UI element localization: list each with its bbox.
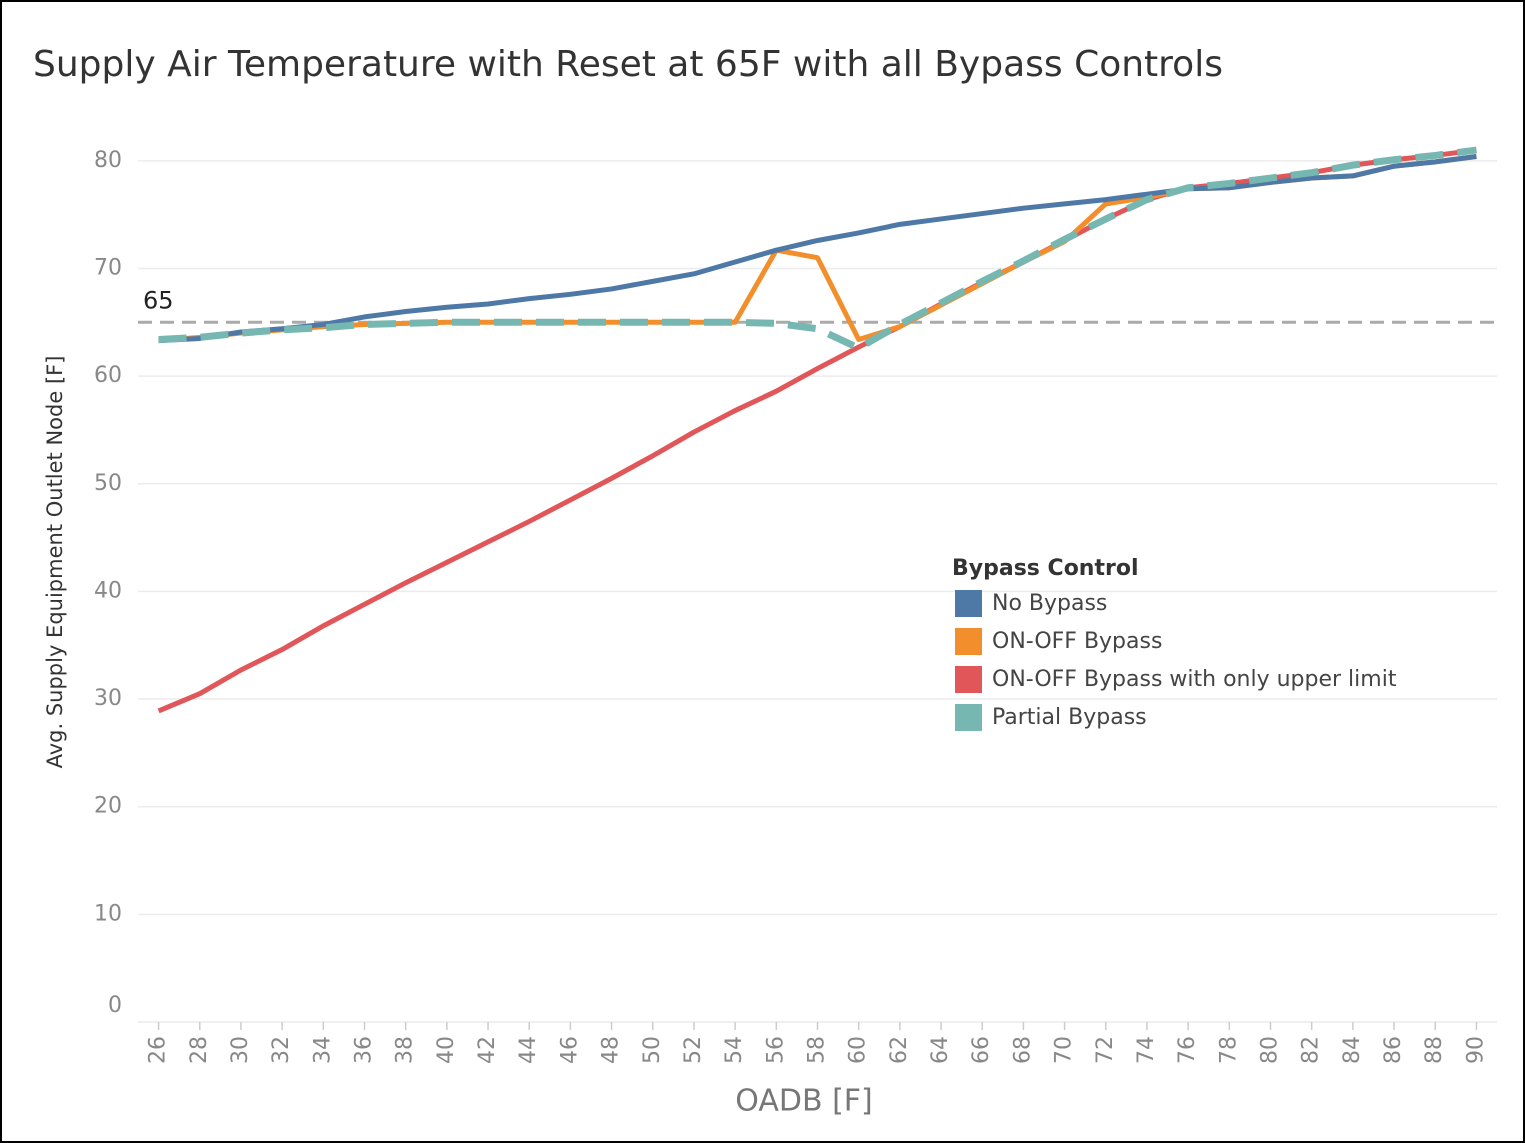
series-line <box>158 146 1477 352</box>
x-tick-label: 40 <box>434 1036 459 1064</box>
x-tick-label: 34 <box>310 1036 335 1064</box>
x-tick-label: 26 <box>146 1036 171 1064</box>
y-tick-label: 20 <box>94 794 122 819</box>
x-tick-label: 72 <box>1093 1036 1118 1064</box>
x-tick-label: 82 <box>1299 1036 1324 1064</box>
y-tick-label: 60 <box>94 363 122 388</box>
x-tick-label: 60 <box>846 1036 871 1064</box>
y-tick-label: 40 <box>94 578 122 603</box>
x-tick-label: 76 <box>1175 1036 1200 1064</box>
y-tick-label: 0 <box>108 993 122 1018</box>
legend-swatch <box>955 628 982 655</box>
legend-label: No Bypass <box>992 591 1107 616</box>
x-tick-label: 86 <box>1381 1036 1406 1064</box>
x-tick-label: 36 <box>352 1036 377 1064</box>
legend-label: ON-OFF Bypass <box>992 629 1162 654</box>
y-tick-label: 30 <box>94 686 122 711</box>
x-tick-label: 78 <box>1216 1036 1241 1064</box>
x-tick-label: 28 <box>187 1036 212 1064</box>
reference-label: 65 <box>143 286 174 314</box>
x-tick-label: 90 <box>1463 1036 1488 1064</box>
chart-title: Supply Air Temperature with Reset at 65F… <box>33 44 1223 85</box>
x-tick-label: 66 <box>969 1036 994 1064</box>
x-tick-label: 68 <box>1010 1036 1035 1064</box>
x-tick-label: 88 <box>1422 1036 1447 1064</box>
x-tick-label: 80 <box>1258 1036 1283 1064</box>
x-axis-label: OADB [F] <box>735 1084 873 1119</box>
x-tick-label: 84 <box>1340 1036 1365 1064</box>
x-tick-label: 44 <box>516 1036 541 1064</box>
series-line <box>158 154 1477 344</box>
x-tick-label: 56 <box>763 1036 788 1064</box>
x-tick-label: 54 <box>722 1036 747 1064</box>
y-tick-label: 50 <box>94 471 122 496</box>
x-tick-label: 70 <box>1052 1036 1077 1064</box>
legend-label: ON-OFF Bypass with only upper limit <box>992 667 1397 692</box>
x-tick-label: 38 <box>393 1036 418 1064</box>
x-tick-label: 30 <box>228 1036 253 1064</box>
x-tick-label: 50 <box>640 1036 665 1064</box>
legend-label: Partial Bypass <box>992 705 1147 730</box>
x-tick-label: 74 <box>1134 1036 1159 1064</box>
x-tick-label: 62 <box>887 1036 912 1064</box>
x-tick-label: 32 <box>269 1036 294 1064</box>
legend-swatch <box>955 590 982 617</box>
y-axis-label: Avg. Supply Equipment Outlet Node [F] <box>43 356 67 769</box>
x-tick-label: 64 <box>928 1036 953 1064</box>
y-tick-label: 80 <box>94 148 122 173</box>
x-tick-label: 48 <box>599 1036 624 1064</box>
x-tick-label: 52 <box>681 1036 706 1064</box>
y-tick-label: 70 <box>94 255 122 280</box>
legend-title: Bypass Control <box>952 556 1139 581</box>
legend-swatch <box>955 666 982 693</box>
legend-swatch <box>955 704 982 731</box>
y-tick-label: 10 <box>94 901 122 926</box>
x-tick-label: 42 <box>475 1036 500 1064</box>
x-tick-label: 46 <box>557 1036 582 1064</box>
x-tick-label: 58 <box>805 1036 830 1064</box>
